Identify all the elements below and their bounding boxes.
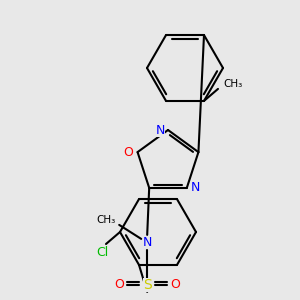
Text: Cl: Cl [96, 245, 108, 259]
Text: CH₃: CH₃ [223, 79, 242, 89]
Text: O: O [114, 278, 124, 291]
Text: S: S [143, 278, 152, 292]
Text: N: N [142, 236, 152, 249]
Text: O: O [124, 146, 134, 159]
Text: O: O [170, 278, 180, 291]
Text: N: N [191, 182, 200, 194]
Text: CH₃: CH₃ [96, 215, 115, 225]
Text: N: N [155, 124, 165, 136]
